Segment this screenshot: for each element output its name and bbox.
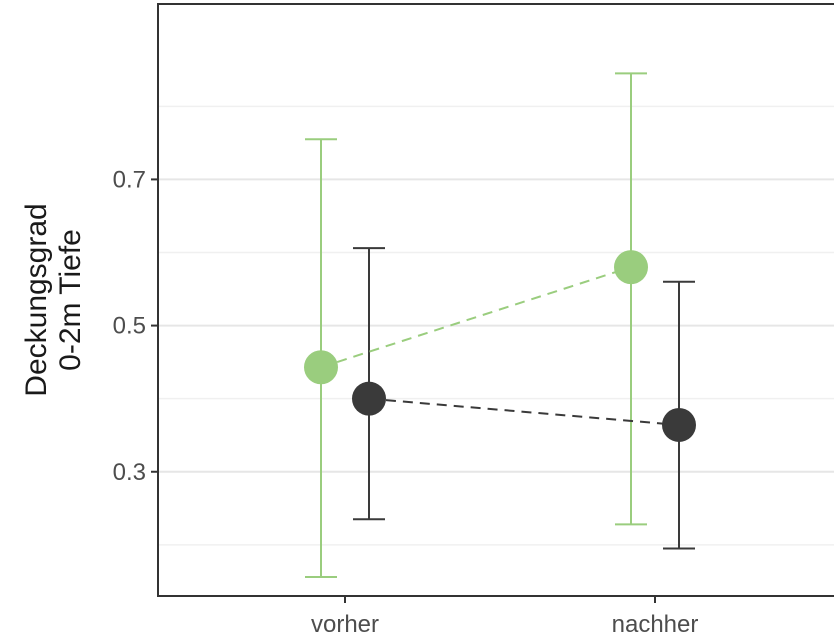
y-axis-title-line-2: 0-2m Tiefe	[54, 229, 87, 371]
tick-layer: 0.3 0.5 0.7 vorher nachher	[113, 166, 699, 638]
y-tick-label: 0.7	[113, 166, 146, 193]
y-axis-title-line-1: Deckungsgrad	[20, 203, 53, 396]
point-layer	[304, 250, 696, 442]
x-tick-label: vorher	[311, 611, 379, 638]
data-point	[352, 381, 386, 416]
y-tick-label: 0.3	[113, 459, 146, 486]
data-point	[304, 350, 338, 385]
line-layer	[320, 266, 680, 426]
series-2-connector	[368, 397, 680, 426]
series-1-connector	[320, 266, 632, 369]
data-point	[614, 250, 648, 285]
x-tick-label: nachher	[612, 611, 699, 638]
data-point	[662, 407, 696, 442]
panel-border	[157, 3, 834, 597]
grid-layer	[158, 105, 834, 546]
y-tick-label: 0.5	[113, 313, 146, 340]
